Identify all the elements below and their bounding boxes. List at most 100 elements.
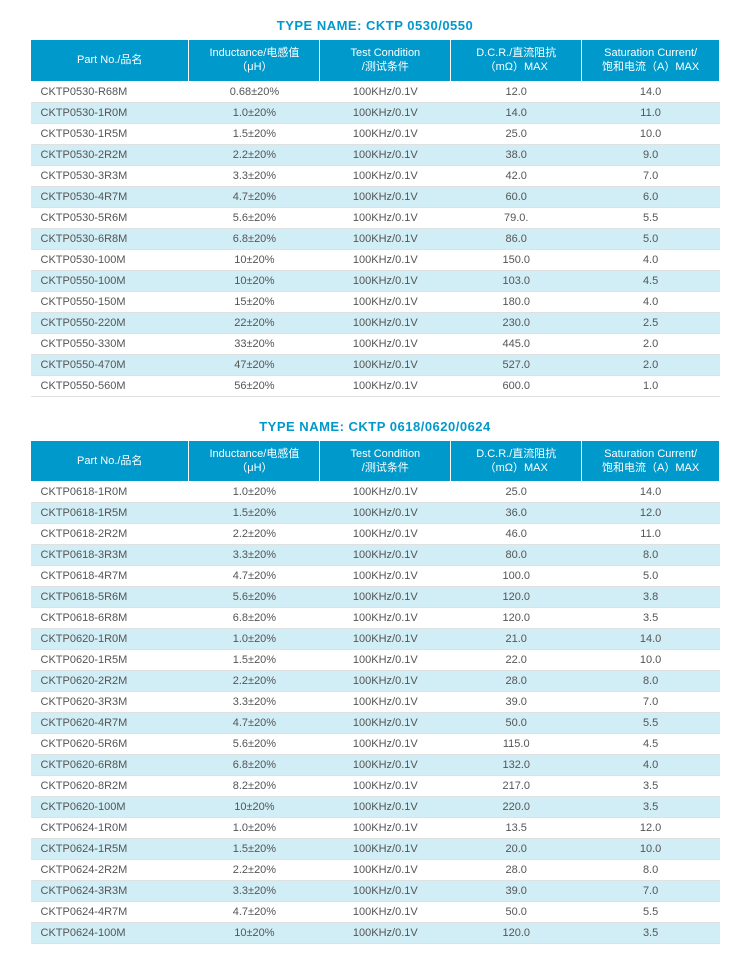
data-cell: 22±20% xyxy=(189,312,320,333)
table-row: CKTP0618-3R3M3.3±20%100KHz/0.1V80.08.0 xyxy=(31,545,720,566)
data-cell: 3.5 xyxy=(582,776,720,797)
table-row: CKTP0620-4R7M4.7±20%100KHz/0.1V50.05.5 xyxy=(31,713,720,734)
data-cell: 28.0 xyxy=(451,860,582,881)
data-cell: 10±20% xyxy=(189,797,320,818)
data-cell: 1.0±20% xyxy=(189,482,320,503)
data-cell: 4.7±20% xyxy=(189,902,320,923)
data-cell: 100KHz/0.1V xyxy=(320,881,451,902)
table-row: CKTP0550-220M22±20%100KHz/0.1V230.02.5 xyxy=(31,312,720,333)
part-no-cell: CKTP0550-150M xyxy=(31,291,189,312)
table-row: CKTP0550-560M56±20%100KHz/0.1V600.01.0 xyxy=(31,375,720,396)
table-row: CKTP0620-3R3M3.3±20%100KHz/0.1V39.07.0 xyxy=(31,692,720,713)
data-cell: 100KHz/0.1V xyxy=(320,333,451,354)
table-row: CKTP0620-2R2M2.2±20%100KHz/0.1V28.08.0 xyxy=(31,671,720,692)
column-header: Inductance/电感值（μH） xyxy=(189,40,320,82)
column-header: D.C.R./直流阻抗（mΩ）MAX xyxy=(451,440,582,482)
data-cell: 4.0 xyxy=(582,755,720,776)
part-no-cell: CKTP0620-8R2M xyxy=(31,776,189,797)
data-cell: 100KHz/0.1V xyxy=(320,123,451,144)
table-row: CKTP0618-2R2M2.2±20%100KHz/0.1V46.011.0 xyxy=(31,524,720,545)
table-row: CKTP0550-470M47±20%100KHz/0.1V527.02.0 xyxy=(31,354,720,375)
data-cell: 33±20% xyxy=(189,333,320,354)
data-cell: 180.0 xyxy=(451,291,582,312)
data-cell: 100KHz/0.1V xyxy=(320,503,451,524)
data-cell: 22.0 xyxy=(451,650,582,671)
data-cell: 100KHz/0.1V xyxy=(320,671,451,692)
data-cell: 11.0 xyxy=(582,102,720,123)
part-no-cell: CKTP0620-1R5M xyxy=(31,650,189,671)
data-cell: 38.0 xyxy=(451,144,582,165)
data-cell: 100KHz/0.1V xyxy=(320,354,451,375)
data-cell: 6.8±20% xyxy=(189,755,320,776)
part-no-cell: CKTP0530-100M xyxy=(31,249,189,270)
data-cell: 100KHz/0.1V xyxy=(320,860,451,881)
data-cell: 60.0 xyxy=(451,186,582,207)
part-no-cell: CKTP0530-R68M xyxy=(31,81,189,102)
data-cell: 100.0 xyxy=(451,566,582,587)
table-row: CKTP0530-5R6M5.6±20%100KHz/0.1V79.0.5.5 xyxy=(31,207,720,228)
part-no-cell: CKTP0550-220M xyxy=(31,312,189,333)
table-row: CKTP0620-5R6M5.6±20%100KHz/0.1V115.04.5 xyxy=(31,734,720,755)
data-cell: 100KHz/0.1V xyxy=(320,650,451,671)
part-no-cell: CKTP0618-5R6M xyxy=(31,587,189,608)
table-row: CKTP0618-6R8M6.8±20%100KHz/0.1V120.03.5 xyxy=(31,608,720,629)
table-row: CKTP0620-8R2M8.2±20%100KHz/0.1V217.03.5 xyxy=(31,776,720,797)
data-cell: 100KHz/0.1V xyxy=(320,144,451,165)
data-cell: 1.5±20% xyxy=(189,123,320,144)
data-cell: 14.0 xyxy=(451,102,582,123)
data-cell: 220.0 xyxy=(451,797,582,818)
data-cell: 10±20% xyxy=(189,923,320,944)
part-no-cell: CKTP0618-6R8M xyxy=(31,608,189,629)
part-no-cell: CKTP0530-3R3M xyxy=(31,165,189,186)
part-no-cell: CKTP0624-100M xyxy=(31,923,189,944)
table-row: CKTP0530-100M10±20%100KHz/0.1V150.04.0 xyxy=(31,249,720,270)
data-cell: 36.0 xyxy=(451,503,582,524)
column-header: Part No./品名 xyxy=(31,40,189,82)
column-header: Test Condition/测试条件 xyxy=(320,440,451,482)
data-cell: 100KHz/0.1V xyxy=(320,797,451,818)
table-row: CKTP0618-4R7M4.7±20%100KHz/0.1V100.05.0 xyxy=(31,566,720,587)
data-cell: 100KHz/0.1V xyxy=(320,587,451,608)
data-cell: 13.5 xyxy=(451,818,582,839)
data-cell: 25.0 xyxy=(451,123,582,144)
part-no-cell: CKTP0620-1R0M xyxy=(31,629,189,650)
data-cell: 115.0 xyxy=(451,734,582,755)
data-cell: 7.0 xyxy=(582,881,720,902)
part-no-cell: CKTP0618-2R2M xyxy=(31,524,189,545)
table-row: CKTP0550-330M33±20%100KHz/0.1V445.02.0 xyxy=(31,333,720,354)
data-cell: 100KHz/0.1V xyxy=(320,902,451,923)
data-cell: 50.0 xyxy=(451,902,582,923)
data-cell: 1.0±20% xyxy=(189,818,320,839)
data-cell: 12.0 xyxy=(582,503,720,524)
part-no-cell: CKTP0624-1R5M xyxy=(31,839,189,860)
part-no-cell: CKTP0620-6R8M xyxy=(31,755,189,776)
data-cell: 7.0 xyxy=(582,165,720,186)
data-cell: 100KHz/0.1V xyxy=(320,545,451,566)
data-cell: 100KHz/0.1V xyxy=(320,207,451,228)
table-row: CKTP0624-100M10±20%100KHz/0.1V120.03.5 xyxy=(31,923,720,944)
data-cell: 12.0 xyxy=(451,81,582,102)
data-cell: 5.6±20% xyxy=(189,587,320,608)
part-no-cell: CKTP0618-1R0M xyxy=(31,482,189,503)
data-cell: 3.5 xyxy=(582,923,720,944)
part-no-cell: CKTP0530-4R7M xyxy=(31,186,189,207)
data-cell: 10.0 xyxy=(582,650,720,671)
data-cell: 28.0 xyxy=(451,671,582,692)
data-cell: 6.0 xyxy=(582,186,720,207)
data-cell: 3.3±20% xyxy=(189,692,320,713)
data-cell: 100KHz/0.1V xyxy=(320,186,451,207)
table-row: CKTP0620-1R5M1.5±20%100KHz/0.1V22.010.0 xyxy=(31,650,720,671)
data-cell: 12.0 xyxy=(582,818,720,839)
table-row: CKTP0624-4R7M4.7±20%100KHz/0.1V50.05.5 xyxy=(31,902,720,923)
data-cell: 100KHz/0.1V xyxy=(320,629,451,650)
data-cell: 100KHz/0.1V xyxy=(320,312,451,333)
data-cell: 86.0 xyxy=(451,228,582,249)
part-no-cell: CKTP0550-100M xyxy=(31,270,189,291)
data-cell: 1.0±20% xyxy=(189,629,320,650)
data-cell: 1.5±20% xyxy=(189,839,320,860)
data-cell: 120.0 xyxy=(451,608,582,629)
data-cell: 230.0 xyxy=(451,312,582,333)
table-row: CKTP0530-1R0M1.0±20%100KHz/0.1V14.011.0 xyxy=(31,102,720,123)
data-cell: 5.0 xyxy=(582,228,720,249)
data-cell: 2.2±20% xyxy=(189,860,320,881)
